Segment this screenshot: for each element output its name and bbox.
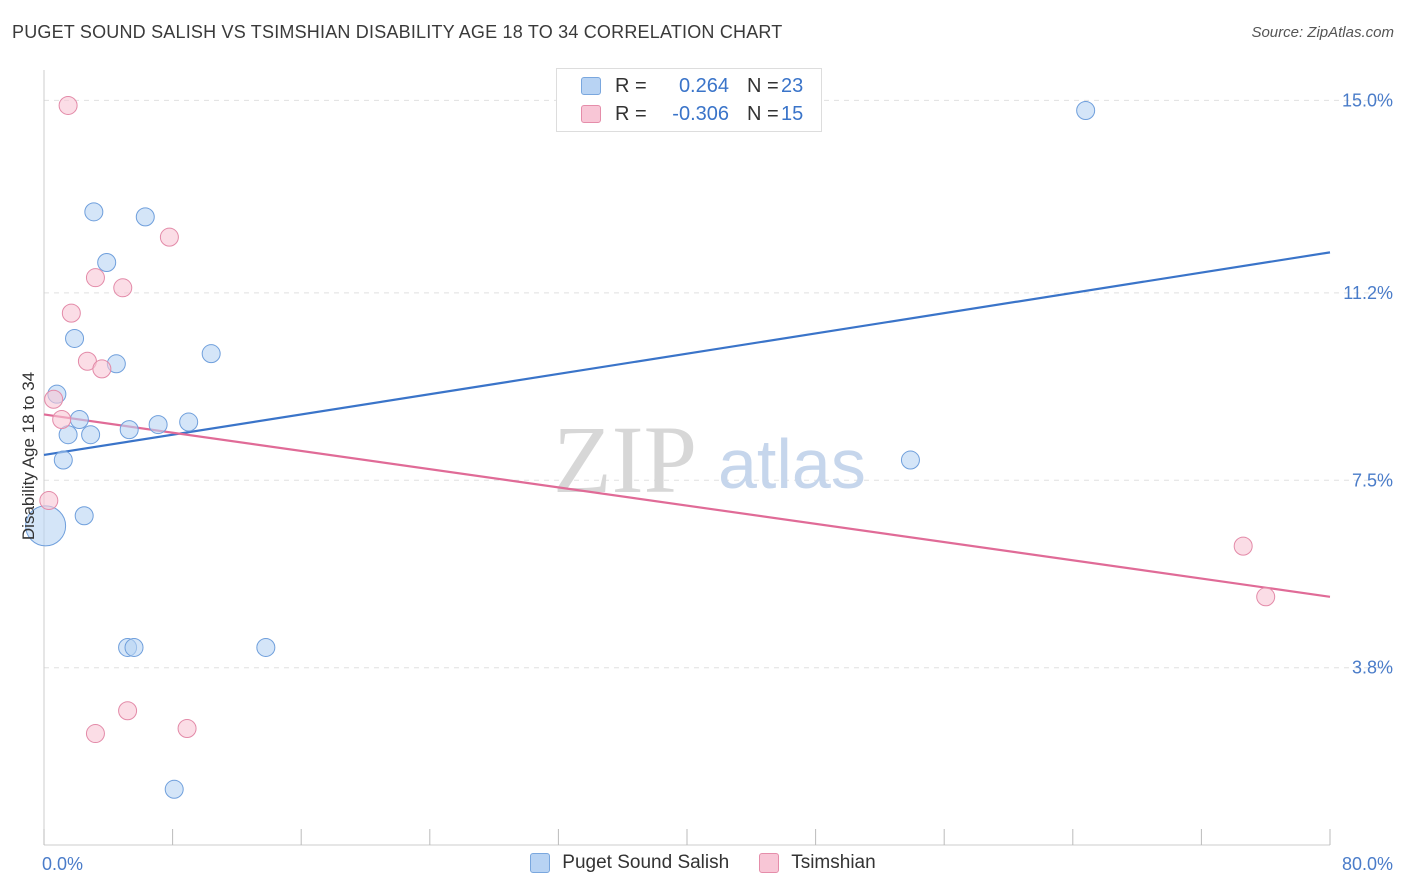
point-puget [256,637,276,657]
legend-swatch-blue [581,77,601,95]
legend-r-value: 0.264 [678,74,729,97]
legend-row-tsimshian: R = -0.306 N = 15 [581,101,803,127]
watermark: ZIP atlas [553,406,866,513]
point-tsimshian [44,389,64,409]
legend-r-value: -0.306 [672,102,729,125]
point-puget [201,344,221,364]
point-puget [164,779,184,799]
source-label: Source: ZipAtlas.com [1251,24,1394,41]
legend-item-puget[interactable]: Puget Sound Salish [530,852,729,874]
point-tsimshian [159,227,179,247]
legend-swatch-pink [581,105,601,123]
point-tsimshian [118,701,138,721]
y-tick-label: 7.5% [1352,470,1393,490]
watermark-zip: ZIP [553,406,697,513]
point-puget [179,412,199,432]
legend-n-label: N = [747,102,779,125]
point-puget [148,415,168,435]
point-puget [1076,101,1096,121]
y-tick-label: 11.2% [1343,283,1393,303]
legend-r-label: R = [615,102,647,125]
trend-line-puget [43,251,1331,457]
legend-swatch-pink [759,853,780,873]
watermark-atlas: atlas [718,425,866,503]
point-tsimshian [61,303,81,323]
series-legend: Puget Sound Salish Tsimshian [0,852,1406,874]
y-tick-label: 3.8% [1352,658,1393,678]
trend-lines [43,251,1331,598]
legend-n-label: N = [747,74,779,97]
point-puget [97,252,117,272]
point-puget [65,328,85,348]
legend-label-tsimshian: Tsimshian [791,852,876,873]
y-tick-label: 15.0% [1342,90,1393,110]
point-tsimshian [85,268,105,288]
point-puget [84,202,104,222]
point-puget [124,637,144,657]
point-tsimshian [39,491,59,511]
gridlines [44,99,1392,669]
y-tick-labels: 3.8% 7.5% 11.2% 15.0% [1342,90,1393,677]
x-tick-labels: 0.0% 80.0% [42,854,1393,874]
chart-title: PUGET SOUND SALISH VS TSIMSHIAN DISABILI… [12,22,783,42]
x-tick-label: 0.0% [42,854,83,874]
point-tsimshian [92,359,112,379]
point-puget [81,425,101,445]
point-puget [74,506,94,526]
point-tsimshian [1233,536,1253,556]
legend-swatch-blue [530,853,551,873]
trend-line-tsimshian [43,413,1331,598]
stats-legend: R = 0.264 N = 23 R = -0.306 N = 15 [556,68,822,132]
y-axis-label: Disability Age 18 to 34 [19,372,38,540]
axes [43,70,1331,846]
point-puget [135,207,155,227]
point-tsimshian [1256,587,1276,607]
point-puget [69,410,89,430]
legend-n-value: 15 [781,102,804,125]
x-tick-label: 80.0% [1342,854,1393,874]
legend-label-puget: Puget Sound Salish [562,852,730,873]
point-puget [900,450,920,470]
legend-item-tsimshian[interactable]: Tsimshian [759,852,876,874]
legend-n-value: 23 [781,74,804,97]
point-puget [53,450,73,470]
legend-r-label: R = [615,74,647,97]
point-tsimshian [177,718,197,738]
point-tsimshian [52,410,72,430]
point-tsimshian [113,278,133,298]
legend-row-puget: R = 0.264 N = 23 [581,73,803,99]
point-tsimshian [58,95,78,115]
data-points [25,95,1276,799]
point-puget [119,420,139,440]
point-tsimshian [85,724,105,744]
